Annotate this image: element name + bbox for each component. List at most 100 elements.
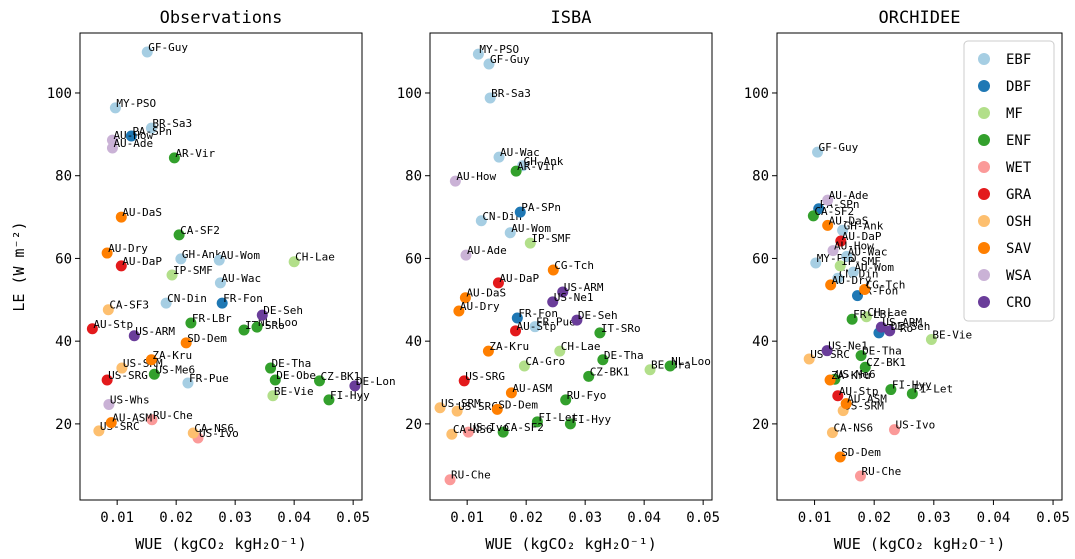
data-point bbox=[925, 334, 937, 346]
point-label: AU-Dry bbox=[832, 274, 872, 287]
point-label: CH-Lae bbox=[295, 251, 335, 264]
point-label: GF-Guy bbox=[819, 141, 859, 154]
data-point bbox=[837, 224, 849, 236]
data-point bbox=[349, 380, 361, 392]
point-label: RU-Che bbox=[451, 469, 491, 482]
y-tick-label: 20 bbox=[405, 417, 422, 433]
data-point bbox=[462, 426, 474, 438]
point-label: CZ-BK1 bbox=[321, 370, 361, 383]
data-point bbox=[106, 134, 118, 146]
data-point bbox=[855, 350, 867, 362]
x-tick-label: 0.04 bbox=[977, 510, 1011, 526]
data-point bbox=[451, 405, 463, 417]
point-label: ZA-Kru bbox=[489, 340, 529, 353]
y-tick-label: 20 bbox=[752, 417, 769, 433]
data-point bbox=[125, 130, 137, 142]
legend-label: WET bbox=[1006, 160, 1032, 176]
data-point bbox=[834, 451, 846, 463]
data-point bbox=[564, 418, 576, 430]
data-point bbox=[531, 416, 543, 428]
data-point bbox=[173, 229, 185, 241]
point-label: CG-Tch bbox=[866, 278, 906, 291]
point-label: AU-Stp bbox=[839, 385, 879, 398]
data-point bbox=[103, 398, 115, 410]
point-label: FI-Hyy bbox=[571, 413, 611, 426]
x-tick-label: 0.03 bbox=[917, 510, 951, 526]
data-point bbox=[493, 151, 505, 163]
point-label: AU-ASM bbox=[112, 412, 152, 425]
point-label: FI-Let bbox=[538, 411, 578, 424]
plot-frame bbox=[429, 32, 713, 501]
point-label: GF-Guy bbox=[490, 53, 530, 66]
data-point bbox=[492, 277, 504, 289]
data-point bbox=[214, 277, 226, 289]
data-point bbox=[859, 283, 871, 295]
data-point bbox=[841, 250, 853, 262]
x-tick-label: 0.01 bbox=[100, 510, 134, 526]
point-label: FI-Let bbox=[913, 383, 953, 396]
point-label: PA-SPn bbox=[521, 201, 561, 214]
data-point bbox=[824, 374, 836, 386]
y-tick-label: 100 bbox=[397, 86, 422, 102]
point-label: AR-Vir bbox=[175, 147, 215, 160]
point-label: ZA-Kru bbox=[152, 349, 192, 362]
data-point bbox=[483, 58, 495, 70]
point-label: FI-Hyy bbox=[330, 389, 370, 402]
point-label: AU-ASM bbox=[512, 382, 552, 395]
point-label: NL-Loo bbox=[258, 316, 298, 329]
data-point bbox=[187, 427, 199, 439]
data-point bbox=[267, 390, 279, 402]
data-point bbox=[145, 354, 157, 366]
point-label: CN-Din bbox=[167, 292, 207, 305]
point-label: AU-Wac bbox=[221, 272, 261, 285]
data-point bbox=[101, 247, 113, 259]
x-tick-label: 0.05 bbox=[1036, 510, 1070, 526]
data-point bbox=[846, 313, 858, 325]
data-point bbox=[449, 175, 461, 187]
x-axis-label: WUE (kgCO₂ kgH₂O⁻¹) bbox=[135, 535, 307, 553]
data-point bbox=[497, 426, 509, 438]
plot-frame bbox=[79, 32, 363, 501]
point-label: CN-Din bbox=[482, 210, 522, 223]
data-point bbox=[459, 292, 471, 304]
data-point bbox=[116, 362, 128, 374]
point-label: US-SRG bbox=[108, 369, 148, 382]
point-label: GH-Ank bbox=[182, 248, 222, 261]
point-label: CG-Tch bbox=[554, 259, 594, 272]
data-point bbox=[460, 249, 472, 261]
point-label: AU-ASM bbox=[847, 393, 887, 406]
data-point bbox=[822, 194, 834, 206]
data-point bbox=[510, 325, 522, 337]
y-tick-label: 80 bbox=[405, 169, 422, 185]
data-point bbox=[906, 388, 918, 400]
point-label: AU-How bbox=[113, 129, 153, 142]
data-point bbox=[265, 362, 277, 374]
point-label: US-Ivo bbox=[895, 419, 935, 432]
point-label: AU-Wom bbox=[511, 222, 551, 235]
data-point bbox=[547, 264, 559, 276]
y-tick-label: 80 bbox=[55, 169, 72, 185]
legend-label: WSA bbox=[1006, 268, 1032, 284]
data-point bbox=[160, 297, 172, 309]
x-tick-label: 0.02 bbox=[509, 510, 543, 526]
data-point bbox=[115, 211, 127, 223]
y-tick-label: 60 bbox=[752, 251, 769, 267]
data-point bbox=[560, 394, 572, 406]
legend-label: SAV bbox=[1006, 241, 1032, 257]
data-point bbox=[859, 361, 871, 373]
point-label: US-SRG bbox=[465, 370, 505, 383]
y-tick-label: 100 bbox=[47, 86, 72, 102]
point-label: NL-Loo bbox=[671, 355, 711, 368]
data-point bbox=[822, 219, 834, 231]
point-label: GH-Ank bbox=[844, 219, 884, 232]
point-label: ZA-Kru bbox=[831, 369, 871, 382]
point-label: AU-Stp bbox=[93, 318, 133, 331]
data-point bbox=[472, 48, 484, 60]
point-label: CA-Gro bbox=[525, 355, 565, 368]
data-point bbox=[885, 384, 897, 396]
point-label: CH-Lae bbox=[561, 340, 601, 353]
point-label: SD-Dem bbox=[187, 332, 227, 345]
legend-marker bbox=[978, 161, 990, 173]
data-point bbox=[644, 364, 656, 376]
